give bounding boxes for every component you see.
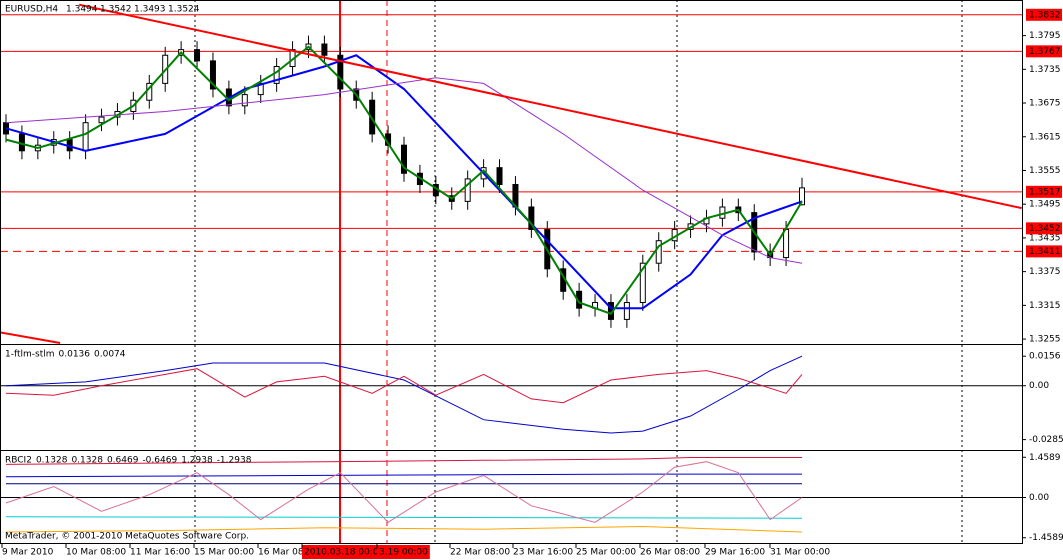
- y-tick-label: 1.3795: [1029, 31, 1061, 41]
- y-tick-label: 1.3375: [1029, 267, 1061, 277]
- y-tick-label: 0.0156: [1029, 352, 1061, 362]
- candle-body: [273, 66, 280, 84]
- x-tick-label: 10 Mar 08:00: [66, 548, 126, 558]
- price-level-tag: [1026, 222, 1062, 235]
- header-value: 1.3494: [66, 5, 98, 15]
- candle-body: [528, 206, 535, 230]
- header-value: 1.3524: [168, 5, 200, 15]
- candle-body: [241, 94, 248, 107]
- candle-body: [496, 167, 503, 186]
- y-tick-label: 1.3675: [1029, 99, 1061, 109]
- y-tick-label: 1.3315: [1029, 301, 1061, 311]
- candle-body: [401, 144, 407, 174]
- indicator-line: [5, 355, 803, 434]
- y-tick-label: 1.4589: [1029, 453, 1061, 463]
- indicator-title: 1-ftlm-stlm: [5, 350, 55, 360]
- indicator-line: [5, 461, 803, 523]
- x-tick-label: 3.19 00:00: [379, 548, 428, 558]
- y-tick-label: 1.3735: [1029, 65, 1061, 75]
- vertical-grid: [194, 0, 963, 544]
- indicator-value: -0.6469: [142, 456, 177, 466]
- candle-body: [337, 54, 344, 90]
- y-tick-label: -1.4589: [1029, 533, 1063, 543]
- marks: [0, 3, 1022, 533]
- candle-body: [257, 82, 264, 96]
- candle-body: [464, 178, 471, 202]
- candle-body: [655, 240, 662, 264]
- indicator-value: -1.2938: [217, 456, 252, 466]
- price-level-tag: [1026, 245, 1062, 258]
- x-label-highlight: [377, 545, 430, 559]
- candle-body: [194, 49, 201, 62]
- x-tick-label: 22 Mar 08:00: [450, 548, 510, 558]
- price-level-label: 1.3517: [1029, 187, 1061, 197]
- x-tick-label: 29 Mar 16:00: [705, 548, 765, 558]
- indicator-line: [5, 457, 802, 465]
- indicator-line: [78, 3, 1022, 210]
- indicator-line: [5, 77, 803, 264]
- y-tick-label: -0.0285: [1029, 435, 1063, 445]
- x-label-highlight: [302, 545, 387, 559]
- y-tick-label: 1.3615: [1029, 132, 1061, 142]
- price-level-label: 1.3411: [1029, 247, 1061, 257]
- price-level-label: 1.3767: [1029, 47, 1061, 57]
- price-level-tag: [1026, 8, 1062, 21]
- x-tick-label: 31 Mar 00:00: [770, 548, 830, 558]
- indicator-value: 0.1328: [36, 456, 68, 466]
- candle-body: [82, 122, 89, 152]
- candle-body: [639, 262, 646, 304]
- candle-body: [799, 187, 805, 206]
- x-tick-label: 15 Mar 00:00: [194, 548, 254, 558]
- candle-body: [321, 43, 328, 56]
- indicator-value: 0.6469: [107, 456, 139, 466]
- y-tick-label: 0.00: [1029, 493, 1049, 503]
- price-level-tag: [1026, 45, 1062, 58]
- indicator-line: [5, 45, 803, 315]
- y-tick-label: 1.3435: [1029, 233, 1061, 243]
- indicator-value: 0.0074: [94, 350, 126, 360]
- candle-body: [623, 302, 630, 320]
- x-tick-label: 23 Mar 16:00: [513, 548, 573, 558]
- indicator-value: 0.0136: [59, 350, 91, 360]
- indicator-value: 0.1328: [71, 456, 103, 466]
- x-tick-label: 26 Mar 08:00: [640, 548, 700, 558]
- x-tick-label: 16 Mar 08:00: [258, 548, 318, 558]
- y-tick-label: 1.3495: [1029, 200, 1061, 210]
- indicator-line: [0, 331, 61, 344]
- header-value: 1.3493: [134, 5, 166, 15]
- candle-body: [209, 60, 216, 90]
- x-tick-label: 25 Mar 00:00: [576, 548, 636, 558]
- x-tick-label: 11 Mar 16:00: [130, 548, 190, 558]
- price-level-label: 1.3832: [1029, 10, 1061, 20]
- x-tick-label: 9 Mar 2010: [2, 548, 54, 558]
- candle-body: [369, 99, 376, 135]
- price-level-label: 1.3452: [1029, 224, 1061, 234]
- indicator-title: RBCI2: [5, 456, 32, 466]
- indicator-value: 1.2938: [181, 456, 213, 466]
- price-level-tag: [1026, 185, 1062, 198]
- y-tick-label: 1.3555: [1029, 166, 1061, 176]
- y-tick-label: 0.00: [1029, 381, 1049, 391]
- candle-body: [98, 116, 105, 124]
- indicator-line: [5, 525, 803, 533]
- indicator-line: [5, 368, 803, 404]
- x-tick-label: 2010.03.18 00:00: [304, 548, 385, 558]
- symbol-label: EURUSD,H4: [5, 5, 58, 15]
- footer: MetaTrader, © 2001-2010 MetaQuotes Softw…: [5, 532, 249, 542]
- y-tick-label: 1.3255: [1029, 335, 1061, 345]
- indicator-line: [5, 473, 802, 478]
- indicator-line: [5, 516, 803, 519]
- header-value: 1.3542: [100, 5, 132, 15]
- candle-body: [783, 228, 790, 259]
